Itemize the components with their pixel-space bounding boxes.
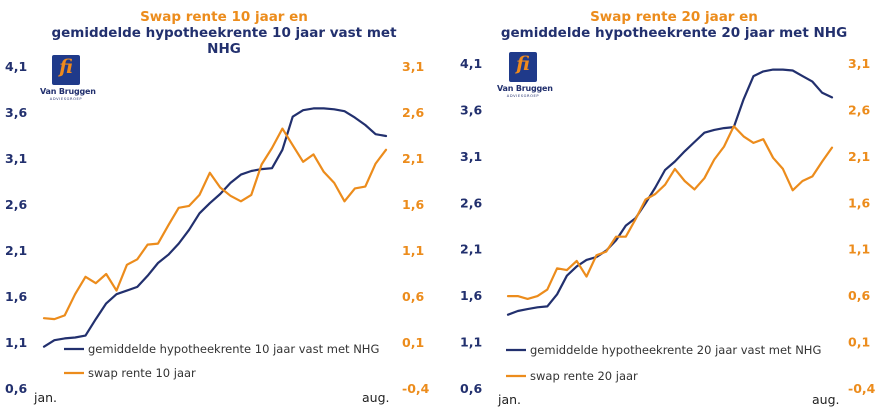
logo-mark-icon: fi	[509, 52, 537, 82]
chart-title-line-1: Swap rente 20 jaar en	[590, 9, 758, 25]
chart-title-line-1: Swap rente 10 jaar en	[140, 9, 308, 25]
x-axis-label-end: aug.	[362, 390, 390, 405]
chart-title: Swap rente 20 jaar en gemiddelde hypothe…	[452, 9, 896, 41]
chart-title: Swap rente 10 jaar en gemiddelde hypothe…	[0, 9, 448, 57]
right-axis-tick-label: 1,6	[848, 195, 870, 210]
left-axis-tick-label: 1,6	[460, 288, 482, 303]
logo-name: Van Bruggen	[497, 84, 553, 93]
right-axis-tick-label: 0,1	[848, 335, 870, 350]
x-axis-label-start: jan.	[497, 392, 521, 407]
series-line-swap-rente	[42, 127, 388, 321]
chart-title-line-2: gemiddelde hypotheekrente 10 jaar vast m…	[51, 25, 397, 41]
x-axis-label-start: jan.	[33, 390, 57, 405]
legend-label: swap rente 10 jaar	[88, 366, 196, 380]
chart-right-panel: Swap rente 20 jaar en gemiddelde hypothe…	[452, 0, 896, 418]
x-axis-label-end: aug.	[812, 392, 840, 407]
left-axis-tick-label: 2,6	[460, 195, 482, 210]
right-axis-tick-label: 1,1	[402, 243, 424, 258]
right-axis-tick-label: 2,6	[848, 102, 870, 117]
left-axis-tick-label: 3,1	[460, 149, 482, 164]
right-axis-tick-label: -0,4	[402, 381, 430, 396]
left-axis-tick-label: 4,1	[5, 59, 27, 74]
right-axis-tick-label: 2,1	[848, 149, 870, 164]
chart-left-panel: Swap rente 10 jaar en gemiddelde hypothe…	[0, 9, 448, 405]
legend-label: swap rente 20 jaar	[530, 369, 638, 383]
right-axis-tick-label: 1,1	[848, 242, 870, 257]
left-axis-tick-label: 2,1	[5, 243, 27, 258]
logo-subtitle: ADVIESGROEP	[506, 94, 540, 98]
chart-title-line-3: NHG	[207, 41, 241, 57]
left-axis-tick-label: 1,1	[460, 335, 482, 350]
legend-label: gemiddelde hypotheekrente 20 jaar vast m…	[530, 343, 821, 357]
left-axis-tick-label: 4,1	[460, 56, 482, 71]
logo-subtitle: ADVIESGROEP	[49, 97, 83, 101]
left-axis-tick-label: 3,1	[5, 151, 27, 166]
right-axis-tick-label: 2,1	[402, 151, 424, 166]
chart-title-line-2: gemiddelde hypotheekrente 20 jaar met NH…	[500, 25, 848, 41]
right-axis-tick-label: -0,4	[848, 381, 876, 396]
right-axis-tick-label: 3,1	[402, 59, 424, 74]
line-chart-10-jaar: 4,1 3,6 3,1 2,6 2,1 1,6 1,1 0,6 3,1 2,6 2,1 1,6 1,1 0…	[5, 59, 430, 405]
left-axis-tick-label: 3,6	[5, 105, 27, 120]
right-axis-tick-label: 0,6	[848, 288, 870, 303]
left-axis-tick-label: 2,1	[460, 242, 482, 257]
logo-mark-text: fi	[516, 53, 530, 75]
logo-name: Van Bruggen	[40, 87, 96, 96]
left-axis-tick-label: 3,6	[460, 102, 482, 117]
series-line-swap-rente	[506, 125, 834, 300]
right-axis-tick-label: 0,6	[402, 289, 424, 304]
right-axis-tick-label: 1,6	[402, 197, 424, 212]
right-axis-tick-label: 0,1	[402, 335, 424, 350]
left-axis-tick-label: 0,6	[460, 381, 482, 396]
left-axis-tick-label: 0,6	[5, 381, 27, 396]
left-axis-tick-label: 2,6	[5, 197, 27, 212]
right-axis-tick-label: 2,6	[402, 105, 424, 120]
left-axis-tick-label: 1,1	[5, 335, 27, 350]
logo-mark-icon: fi	[52, 55, 80, 85]
line-chart-20-jaar: 4,1 3,6 3,1 2,6 2,1 1,6 1,1 0,6 3,1 2,6 2,1 1,6 1,1 0…	[460, 56, 876, 407]
van-bruggen-logo: fi Van Bruggen ADVIESGROEP	[40, 55, 96, 107]
logo-mark-text: fi	[59, 56, 73, 78]
left-axis-tick-label: 1,6	[5, 289, 27, 304]
series-line-hypotheekrente	[506, 68, 834, 316]
series-line-hypotheekrente	[42, 107, 388, 348]
van-bruggen-logo: fi Van Bruggen ADVIESGROEP	[497, 52, 553, 104]
legend-label: gemiddelde hypotheekrente 10 jaar vast m…	[88, 342, 379, 356]
right-axis-tick-label: 3,1	[848, 56, 870, 71]
